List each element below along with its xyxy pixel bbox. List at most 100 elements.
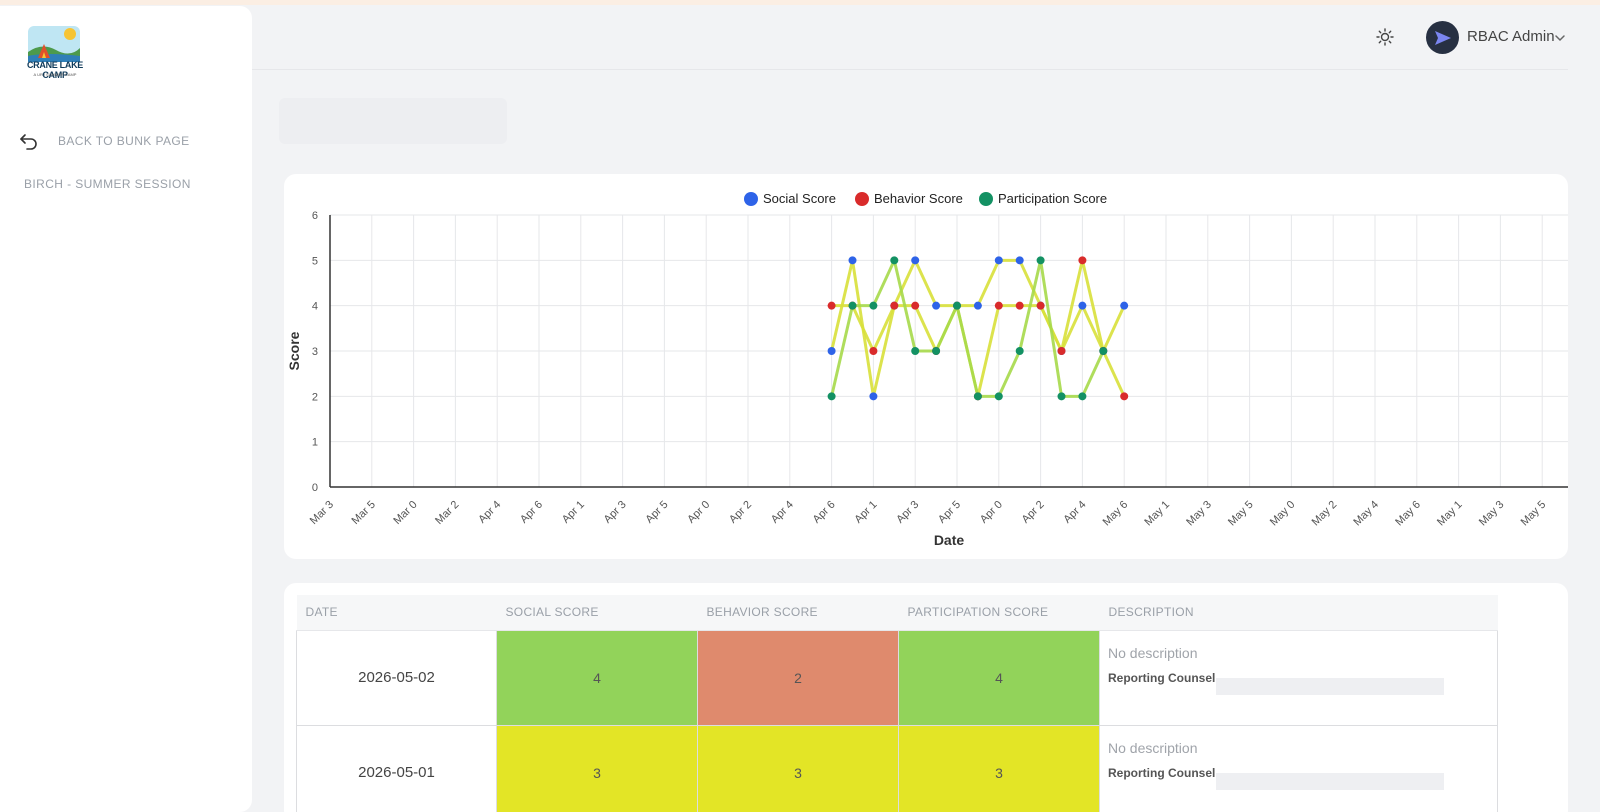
data-point <box>1078 256 1087 265</box>
col-header-participation[interactable]: PARTICIPATION SCORE <box>898 595 1100 631</box>
x-tick-label: Apr 2 <box>1020 499 1047 526</box>
table-row[interactable]: 2026-05-01 3 3 3 No description Reportin… <box>296 724 1498 812</box>
series-line <box>830 258 1105 398</box>
x-axis-title: Date <box>934 532 965 548</box>
score-line-chart: 0 1 2 3 4 5 6 Mar 3 Mar 5 Mar 0 Mar 2 Apr 4 Apr 6 Apr… <box>286 191 1568 548</box>
legend-label: Behavior Score <box>874 191 963 206</box>
logo-text: CRANE LAKE CAMP <box>26 60 83 80</box>
legend-swatch <box>979 192 993 206</box>
description-cell: No description Reporting Counsel <box>1099 724 1498 812</box>
col-header-date[interactable]: DATE <box>296 595 497 631</box>
chevron-down-icon[interactable] <box>1554 32 1566 44</box>
back-arrow-icon <box>20 134 37 150</box>
x-tick-label: Apr 4 <box>476 499 503 526</box>
redacted-counselor-name <box>1216 772 1444 790</box>
legend-label: Social Score <box>763 191 836 206</box>
y-tick-label: 4 <box>312 301 318 313</box>
data-point <box>1057 392 1066 401</box>
x-tick-label: Apr 1 <box>852 499 879 526</box>
legend-label: Participation Score <box>998 191 1107 206</box>
top-accent-line <box>0 0 1600 5</box>
x-tick-label: May 5 <box>1226 499 1256 529</box>
data-point <box>994 301 1003 310</box>
participation-score-cell: 4 <box>898 629 1100 726</box>
x-tick-label: Apr 4 <box>1061 499 1088 526</box>
data-point <box>932 347 941 355</box>
data-point <box>1057 347 1066 355</box>
data-point <box>1078 392 1087 401</box>
data-point <box>1015 347 1024 355</box>
y-tick-label: 6 <box>312 210 318 222</box>
data-point <box>869 301 878 310</box>
score-table: DATE SOCIAL SCORE BEHAVIOR SCORE PARTICI… <box>296 595 1498 812</box>
y-tick-label: 2 <box>312 391 318 403</box>
y-tick-label: 5 <box>312 255 318 267</box>
avatar[interactable] <box>1426 21 1459 54</box>
x-tick-label: Apr 5 <box>643 499 670 526</box>
data-point <box>848 256 857 265</box>
data-point <box>1078 301 1087 310</box>
data-point <box>827 392 836 401</box>
back-to-bunk-link[interactable]: BACK TO BUNK PAGE <box>18 130 190 152</box>
score-table-card: DATE SOCIAL SCORE BEHAVIOR SCORE PARTICI… <box>284 583 1568 812</box>
data-point <box>1036 256 1045 265</box>
x-tick-label: Apr 2 <box>727 499 754 526</box>
data-point <box>1015 301 1024 310</box>
data-point <box>890 256 899 265</box>
data-point <box>869 392 878 401</box>
user-name[interactable]: RBAC Admin <box>1467 28 1555 45</box>
x-tick-label: May 4 <box>1351 499 1381 529</box>
x-tick-label: Apr 3 <box>894 499 921 526</box>
behavior-score-cell: 2 <box>697 629 899 726</box>
x-tick-label: Apr 5 <box>936 499 963 526</box>
x-tick-label: May 3 <box>1477 499 1507 529</box>
col-header-behavior[interactable]: BEHAVIOR SCORE <box>697 595 899 631</box>
data-point <box>973 301 982 310</box>
data-point <box>994 256 1003 265</box>
header-divider <box>252 69 1568 70</box>
redacted-counselor-name <box>1216 677 1444 695</box>
data-point <box>911 256 920 265</box>
col-header-social[interactable]: SOCIAL SCORE <box>496 595 698 631</box>
x-tick-label: May 6 <box>1101 499 1131 529</box>
data-point <box>827 347 836 355</box>
behavior-score-cell: 3 <box>697 724 899 812</box>
data-point <box>1099 347 1108 355</box>
data-point <box>827 301 836 310</box>
description-text: No description <box>1108 739 1198 756</box>
logo-subtext: A URJ SUMMER CAMP <box>33 72 77 77</box>
participation-score-cell: 3 <box>898 724 1100 812</box>
x-tick-label: Apr 6 <box>518 499 545 526</box>
table-row[interactable]: 2026-05-02 4 2 4 No description Reportin… <box>296 629 1498 726</box>
session-label: BIRCH - SUMMER SESSION <box>24 177 191 191</box>
send-icon <box>1434 30 1451 45</box>
x-tick-label: Apr 1 <box>560 499 587 526</box>
x-tick-label: Apr 0 <box>978 499 1005 526</box>
top-header <box>252 6 1600 70</box>
x-tick-label: May 0 <box>1268 499 1298 529</box>
data-point <box>1036 301 1045 310</box>
x-tick-label: May 1 <box>1435 499 1465 529</box>
date-cell: 2026-05-02 <box>296 629 497 726</box>
x-tick-label: Apr 4 <box>769 499 796 526</box>
data-point <box>1120 301 1129 310</box>
sun-icon[interactable] <box>1375 27 1395 47</box>
reporting-counselor-label: Reporting Counsel <box>1108 670 1216 685</box>
data-point <box>869 347 878 355</box>
x-tick-label: Apr 6 <box>811 499 838 526</box>
legend-swatch <box>744 192 758 206</box>
camp-logo[interactable] <box>16 24 92 82</box>
y-tick-label: 3 <box>312 346 318 358</box>
x-tick-label: Mar 3 <box>308 499 336 527</box>
x-tick-label: May 6 <box>1393 499 1423 529</box>
back-to-bunk-label: BACK TO BUNK PAGE <box>58 134 190 148</box>
x-tick-label: May 5 <box>1519 499 1549 529</box>
data-point <box>911 347 920 355</box>
series-line <box>831 258 1126 398</box>
score-chart-card: 0 1 2 3 4 5 6 Mar 3 Mar 5 Mar 0 Mar 2 Apr 4 Apr 6 Apr… <box>284 174 1568 559</box>
x-tick-label: May 1 <box>1142 499 1172 529</box>
y-axis-title: Score <box>286 331 302 370</box>
x-tick-label: Mar 0 <box>391 499 419 527</box>
col-header-description[interactable]: DESCRIPTION <box>1099 595 1498 631</box>
x-tick-label: Apr 0 <box>685 499 712 526</box>
